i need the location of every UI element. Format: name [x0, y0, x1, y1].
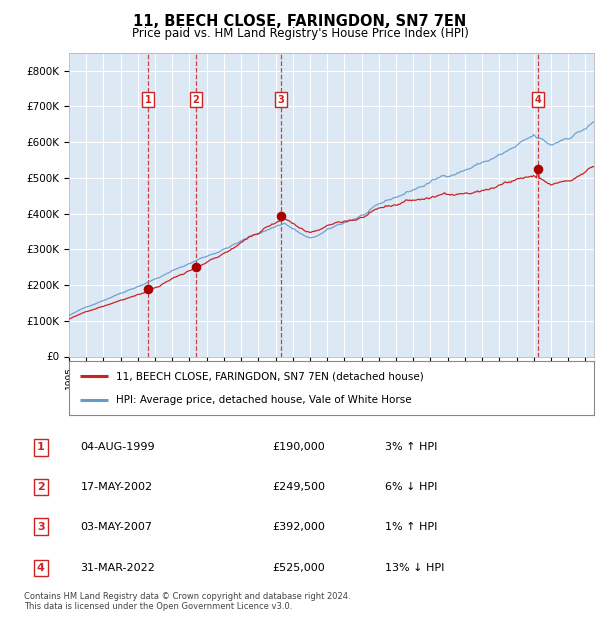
Text: 31-MAR-2022: 31-MAR-2022: [80, 563, 155, 573]
Text: 3% ↑ HPI: 3% ↑ HPI: [385, 442, 437, 453]
Text: 17-MAY-2002: 17-MAY-2002: [80, 482, 152, 492]
Text: 3: 3: [278, 95, 284, 105]
Text: 3: 3: [37, 521, 45, 531]
Text: 1% ↑ HPI: 1% ↑ HPI: [385, 521, 437, 531]
Text: 11, BEECH CLOSE, FARINGDON, SN7 7EN (detached house): 11, BEECH CLOSE, FARINGDON, SN7 7EN (det…: [116, 371, 424, 381]
Text: 4: 4: [535, 95, 541, 105]
Text: 03-MAY-2007: 03-MAY-2007: [80, 521, 152, 531]
Text: £525,000: £525,000: [272, 563, 325, 573]
Text: 1: 1: [37, 442, 45, 453]
Text: 6% ↓ HPI: 6% ↓ HPI: [385, 482, 437, 492]
Text: £392,000: £392,000: [272, 521, 325, 531]
Text: £249,500: £249,500: [272, 482, 325, 492]
Text: Price paid vs. HM Land Registry's House Price Index (HPI): Price paid vs. HM Land Registry's House …: [131, 27, 469, 40]
Text: 13% ↓ HPI: 13% ↓ HPI: [385, 563, 445, 573]
Text: Contains HM Land Registry data © Crown copyright and database right 2024.: Contains HM Land Registry data © Crown c…: [24, 592, 350, 601]
Text: 2: 2: [37, 482, 45, 492]
Point: [277, 211, 286, 221]
Text: 2: 2: [193, 95, 199, 105]
Text: HPI: Average price, detached house, Vale of White Horse: HPI: Average price, detached house, Vale…: [116, 395, 412, 405]
Point: [143, 283, 152, 293]
Point: [191, 262, 200, 272]
Text: £190,000: £190,000: [272, 442, 325, 453]
Text: 11, BEECH CLOSE, FARINGDON, SN7 7EN: 11, BEECH CLOSE, FARINGDON, SN7 7EN: [133, 14, 467, 29]
Text: 04-AUG-1999: 04-AUG-1999: [80, 442, 155, 453]
Text: 4: 4: [37, 563, 45, 573]
Text: 1: 1: [145, 95, 151, 105]
Text: This data is licensed under the Open Government Licence v3.0.: This data is licensed under the Open Gov…: [24, 602, 292, 611]
Point: [533, 164, 543, 174]
